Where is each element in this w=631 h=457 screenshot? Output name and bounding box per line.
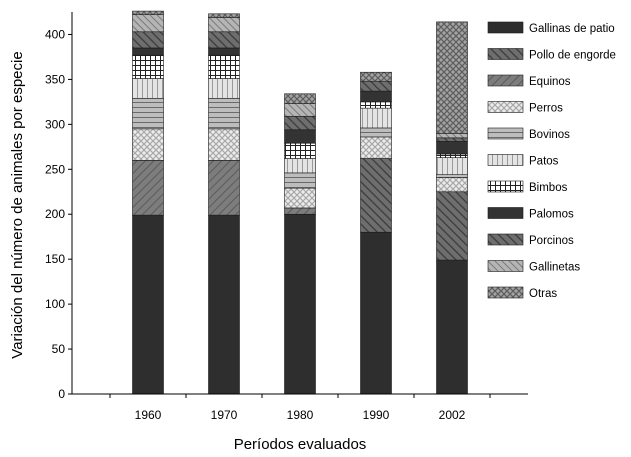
bar-segment — [360, 107, 392, 129]
bar-segment — [360, 127, 392, 138]
bar-segment — [284, 129, 316, 144]
bar-segment — [436, 259, 468, 395]
x-tick-label: 2002 — [439, 408, 466, 422]
bar-segment — [132, 47, 164, 56]
bar-segment — [360, 231, 392, 395]
x-tick-label: 1970 — [211, 408, 238, 422]
bar-segment — [284, 142, 316, 159]
bar-segment — [360, 101, 392, 109]
legend-label: Porcinos — [529, 235, 574, 247]
x-tick-label: 1960 — [135, 408, 162, 422]
legend-swatch — [487, 207, 524, 219]
legend-swatch — [487, 154, 524, 166]
bar-segment — [132, 31, 164, 49]
legend-swatch — [487, 127, 524, 140]
bar-segment — [132, 160, 164, 216]
x-tick-label: 1990 — [363, 408, 390, 422]
legend-label: Patos — [529, 156, 559, 168]
bar-segment — [284, 115, 316, 131]
bar-segment — [436, 141, 468, 155]
bar-segment — [132, 14, 164, 33]
bar-segment — [284, 213, 316, 395]
bar-segment — [208, 47, 240, 56]
y-ticks: 0 50 100 150 200 250 300 350 400 — [45, 27, 72, 401]
y-tick-label: 300 — [45, 117, 65, 131]
axes — [71, 12, 528, 395]
legend-swatch — [487, 286, 524, 299]
legend-swatch — [487, 180, 524, 193]
y-tick-label: 350 — [45, 72, 65, 86]
legend-swatch — [487, 48, 524, 60]
bar-segment — [208, 160, 240, 216]
bar-segment — [208, 54, 240, 79]
bar-segment — [132, 78, 164, 99]
legend-label: Pollo de engorde — [529, 50, 616, 62]
y-tick-label: 400 — [45, 27, 65, 41]
bar-segment — [284, 103, 316, 117]
x-axis-title: Períodos evaluados — [234, 436, 367, 453]
legend-swatch — [487, 101, 524, 113]
y-tick-label: 150 — [45, 252, 65, 266]
bar-stacks — [132, 10, 468, 395]
y-tick-label: 250 — [45, 162, 65, 176]
bar-segment — [208, 128, 240, 161]
bar-segment — [436, 177, 468, 193]
legend-label: Bimbos — [529, 182, 568, 194]
legend-label: Gallinetas — [529, 262, 580, 274]
legend-label: Perros — [529, 103, 563, 115]
bar-segment — [284, 207, 316, 215]
x-tick-label: 1980 — [287, 408, 314, 422]
legend-label: Palomos — [529, 209, 574, 221]
bar-segment — [436, 153, 468, 158]
bar-segment — [208, 214, 240, 395]
legend: Gallinas de patio Pollo de engorde Equinos… — [487, 21, 616, 300]
bar-segment — [360, 80, 392, 92]
bar-segment — [132, 97, 164, 130]
bar-segment — [284, 187, 316, 209]
bar-segment — [132, 10, 164, 15]
bar-segment — [284, 158, 316, 174]
x-ticks: 1960 1970 1980 1990 2002 — [109, 394, 491, 422]
bar-segment — [436, 137, 468, 142]
bar-segment — [132, 54, 164, 79]
legend-swatch — [487, 260, 524, 272]
bar-segment — [360, 71, 392, 82]
bar-segment — [360, 158, 392, 233]
bar-segment — [208, 31, 240, 49]
bar-segment — [436, 21, 468, 134]
bar-segment — [208, 97, 240, 130]
legend-label: Otras — [529, 288, 557, 300]
bar-segment — [436, 174, 468, 178]
bar-segment — [284, 172, 316, 189]
bar-segment — [360, 90, 392, 103]
bar-segment — [208, 13, 240, 18]
bar-segment — [436, 157, 468, 175]
bar-segment — [132, 214, 164, 395]
legend-label: Bovinos — [529, 129, 570, 141]
y-axis-title: Variación del número de animales por esp… — [9, 51, 26, 358]
y-tick-label: 0 — [58, 387, 65, 401]
legend-label: Equinos — [529, 76, 571, 88]
bar-segment — [208, 78, 240, 99]
legend-swatch — [487, 233, 524, 246]
bar-segment — [132, 128, 164, 161]
bar-segment — [208, 17, 240, 33]
y-tick-label: 50 — [52, 342, 66, 356]
bar-segment — [360, 136, 392, 159]
legend-swatch — [487, 74, 524, 87]
legend-swatch — [487, 21, 524, 34]
bar-segment — [436, 191, 468, 261]
legend-label: Gallinas de patio — [529, 23, 615, 35]
bar-segment — [436, 133, 468, 139]
y-tick-label: 100 — [45, 297, 65, 311]
bar-segment — [284, 93, 316, 104]
y-tick-label: 200 — [45, 207, 65, 221]
